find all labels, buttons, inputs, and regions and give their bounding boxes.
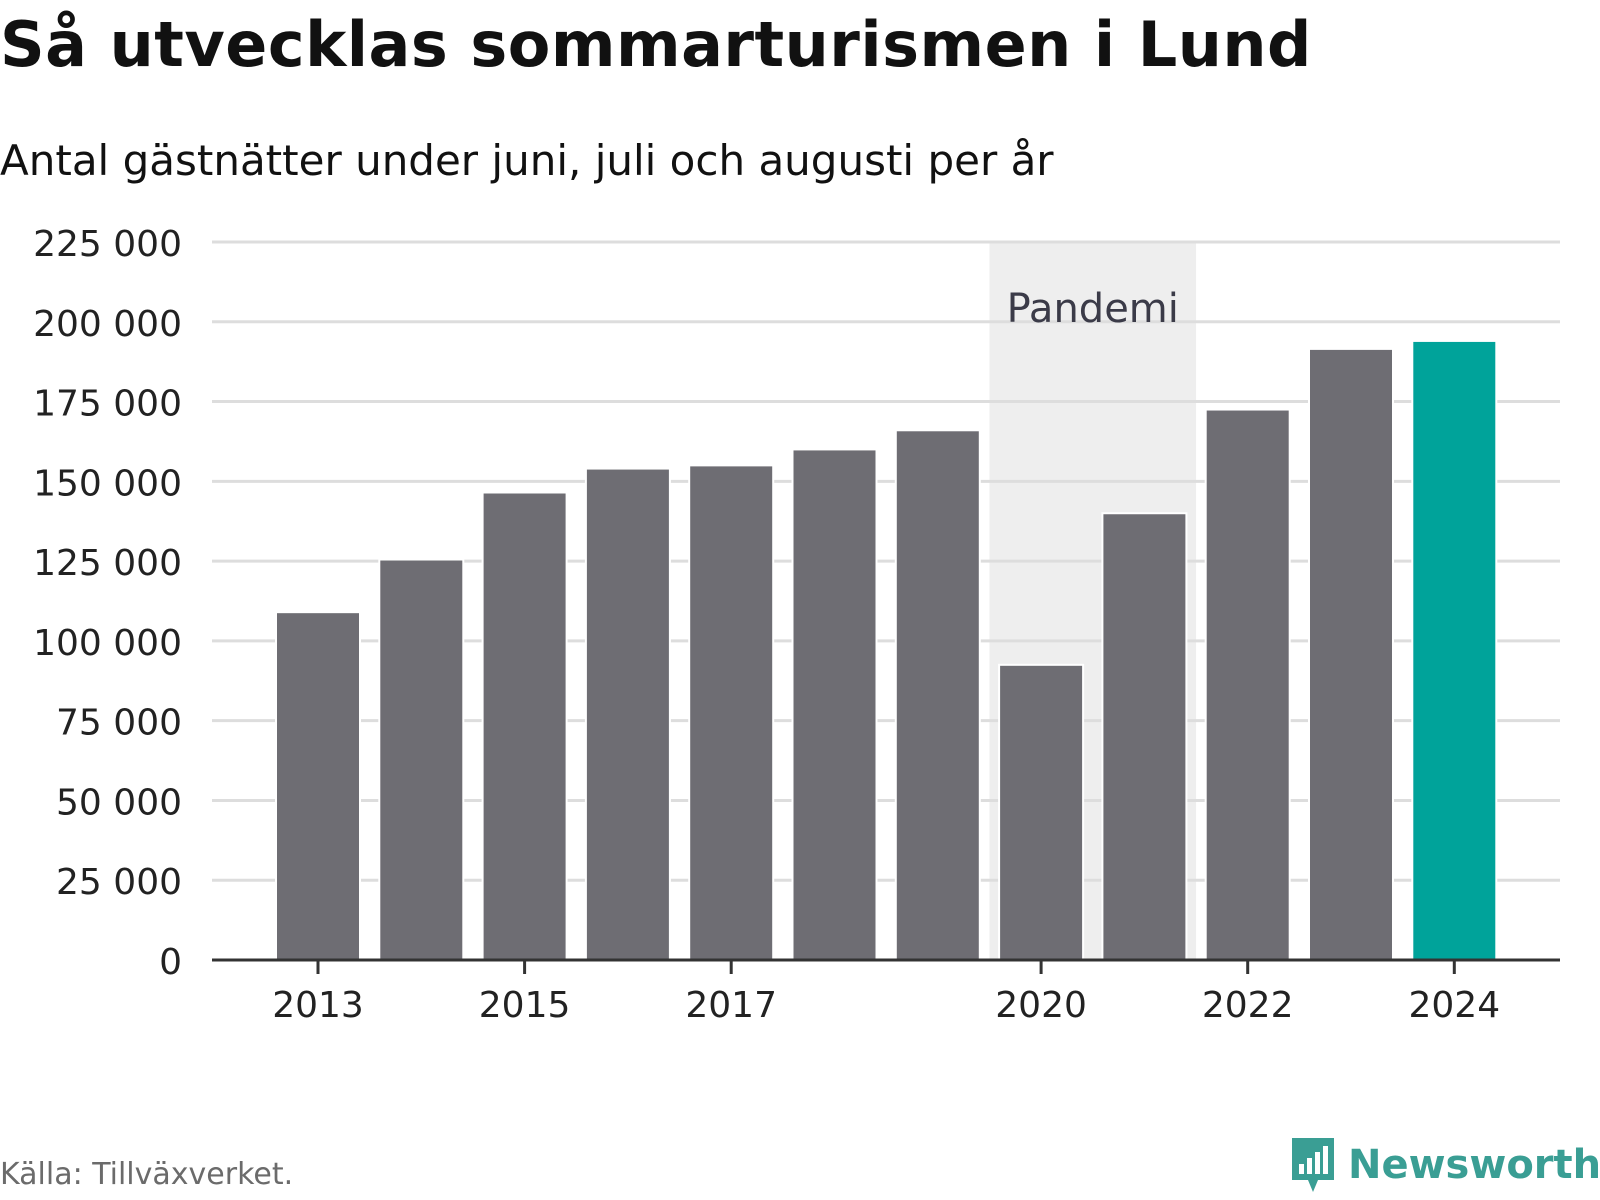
bar (1308, 347, 1394, 961)
bar-chart: Pandemi 0 25 000 50 000 75 000 100 000 125 000… (33, 224, 1560, 1026)
y-tick-label: 100 000 (33, 623, 182, 664)
bar-layer (275, 339, 1498, 961)
bar-highlight (1411, 339, 1498, 961)
bar (688, 464, 775, 961)
brand-name: Newsworthy (1348, 1142, 1600, 1188)
bar (584, 467, 671, 961)
y-tick-label: 200 000 (33, 304, 182, 345)
x-tick-label: 2022 (1202, 985, 1294, 1026)
newsworthy-icon (1292, 1138, 1334, 1192)
bar (378, 558, 465, 961)
bar (1101, 512, 1188, 961)
y-tick-label: 150 000 (33, 463, 182, 504)
bar (894, 429, 981, 961)
y-tick-label: 175 000 (33, 384, 182, 425)
y-tick-label: 125 000 (33, 543, 182, 584)
x-tick-label: 2017 (685, 985, 777, 1026)
brand-logo: Newsworthy (1288, 1134, 1600, 1196)
chart-subtitle: Antal gästnätter under juni, juli och au… (0, 136, 1054, 185)
bar (1204, 408, 1291, 961)
bar (791, 448, 878, 961)
axis-layer (212, 958, 1560, 974)
y-tick-label: 75 000 (56, 703, 182, 744)
bar (998, 663, 1085, 961)
y-tick-label: 25 000 (56, 862, 182, 903)
bar (275, 611, 361, 961)
source-note: Källa: Tillväxverket. (0, 1157, 294, 1192)
y-tick-label: 50 000 (56, 782, 182, 823)
x-tick-label: 2024 (1408, 985, 1500, 1026)
pandemic-label: Pandemi (1007, 286, 1179, 332)
bar (481, 491, 568, 961)
x-tick-label: 2015 (479, 985, 571, 1026)
x-tick-label: 2020 (995, 985, 1087, 1026)
y-tick-label: 225 000 (33, 224, 182, 265)
chart-title: Så utvecklas sommarturismen i Lund (0, 8, 1312, 81)
x-tick-label: 2013 (272, 985, 364, 1026)
y-tick-label: 0 (159, 942, 182, 983)
label-layer: Pandemi 0 25 000 50 000 75 000 100 000 125 000… (33, 224, 1500, 1026)
